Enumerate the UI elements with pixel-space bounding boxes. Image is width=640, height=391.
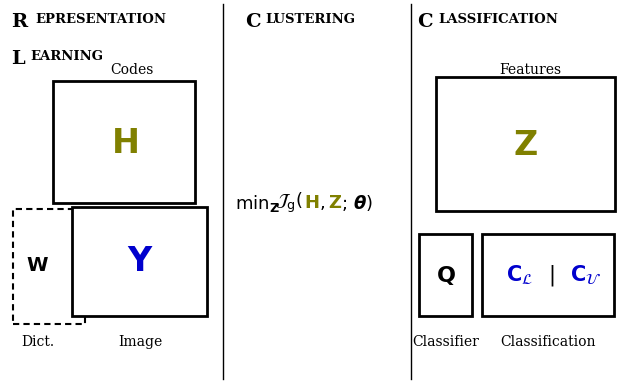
FancyBboxPatch shape xyxy=(13,209,85,324)
Text: $\mathbf{H}$: $\mathbf{H}$ xyxy=(111,128,138,160)
Text: $\mathrm{min}_\mathbf{Z}$: $\mathrm{min}_\mathbf{Z}$ xyxy=(236,193,280,213)
Text: $\mathbf{Z}$: $\mathbf{Z}$ xyxy=(328,194,342,212)
Text: EARNING: EARNING xyxy=(30,50,103,63)
Text: $\mathbf{Y}$: $\mathbf{Y}$ xyxy=(127,246,154,278)
FancyBboxPatch shape xyxy=(419,234,472,316)
Text: $\mathbf{C}_\mathcal{L}$: $\mathbf{C}_\mathcal{L}$ xyxy=(506,264,533,287)
Text: LASSIFICATION: LASSIFICATION xyxy=(438,13,558,27)
Text: $\mathbf{H}$: $\mathbf{H}$ xyxy=(305,194,320,212)
Text: Classifier: Classifier xyxy=(412,335,479,350)
Text: Codes: Codes xyxy=(110,63,154,77)
Text: LUSTERING: LUSTERING xyxy=(266,13,355,27)
FancyBboxPatch shape xyxy=(54,81,195,203)
Text: Image: Image xyxy=(118,335,162,350)
Text: $|$: $|$ xyxy=(548,262,554,287)
Text: $,\,$: $,\,$ xyxy=(319,194,324,212)
Text: $;\,\boldsymbol{\theta})$: $;\,\boldsymbol{\theta})$ xyxy=(340,193,373,213)
Text: L: L xyxy=(12,50,25,68)
Text: Features: Features xyxy=(499,63,561,77)
Text: Classification: Classification xyxy=(500,335,595,350)
Text: $\mathbf{Q}$: $\mathbf{Q}$ xyxy=(435,264,456,287)
FancyBboxPatch shape xyxy=(72,207,207,316)
Text: $\mathbf{C}_\mathcal{U}$: $\mathbf{C}_\mathcal{U}$ xyxy=(570,264,601,287)
Text: C: C xyxy=(244,13,260,32)
FancyBboxPatch shape xyxy=(482,234,614,316)
Text: C: C xyxy=(417,13,433,32)
Text: $\mathcal{J}_\mathrm{g}($: $\mathcal{J}_\mathrm{g}($ xyxy=(275,191,303,215)
Text: $\mathbf{W}$: $\mathbf{W}$ xyxy=(26,257,49,275)
Text: R: R xyxy=(12,13,28,32)
Text: Dict.: Dict. xyxy=(21,335,54,350)
Text: $\mathbf{Z}$: $\mathbf{Z}$ xyxy=(513,130,538,162)
Text: EPRESENTATION: EPRESENTATION xyxy=(35,13,166,27)
FancyBboxPatch shape xyxy=(436,77,615,211)
